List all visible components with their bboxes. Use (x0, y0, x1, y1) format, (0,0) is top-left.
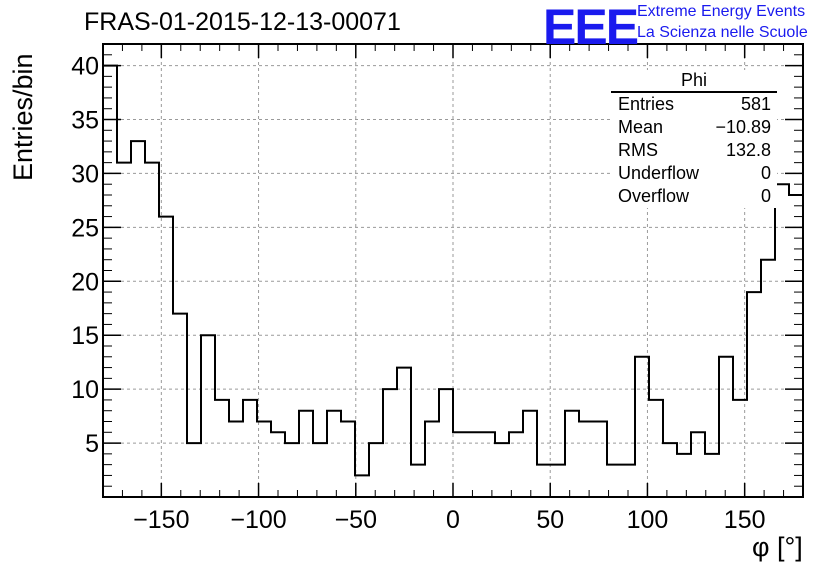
histogram-bin (481, 432, 495, 497)
eee-logo: EEE (543, 0, 639, 55)
grid-lines (103, 44, 803, 497)
stats-row-entries: Entries 581 (611, 93, 777, 116)
histogram-bin (565, 411, 579, 497)
histogram-bin (341, 422, 355, 498)
histogram-bin (775, 184, 789, 497)
stats-label: Entries (618, 94, 675, 114)
y-tick-label: 15 (71, 322, 99, 350)
x-tick-label: 100 (627, 506, 669, 534)
histogram-bin (271, 432, 285, 497)
y-tick-label: 20 (71, 268, 99, 296)
histogram-bin (411, 465, 425, 497)
histogram-bin (355, 475, 369, 497)
histogram-bin (131, 141, 145, 497)
stats-value: 0 (760, 163, 771, 183)
histogram-outline (102, 64, 804, 497)
histogram-bin (719, 357, 733, 497)
histogram-bin (397, 368, 411, 497)
histogram-bin (467, 432, 481, 497)
histogram-bin (691, 432, 705, 497)
y-tick-label: 10 (71, 376, 99, 404)
histogram-bin (439, 389, 453, 497)
y-tick-label: 25 (71, 214, 99, 242)
histogram-bin (509, 432, 523, 497)
stats-value: 0 (760, 186, 771, 206)
histogram-bin (187, 443, 201, 497)
stats-label: Underflow (618, 163, 700, 183)
histogram-bin (537, 465, 551, 497)
histogram-bin (201, 335, 215, 497)
histogram-bin (551, 465, 565, 497)
logo-line-1: Extreme Energy Events (637, 3, 806, 20)
histogram-bin (369, 443, 383, 497)
histogram-bin (747, 292, 761, 497)
stats-row-underflow: Underflow 0 (611, 162, 777, 185)
y-tick-label: 5 (85, 430, 99, 458)
histogram-bin (663, 443, 677, 497)
y-tick-label: 30 (71, 160, 99, 188)
x-tick-label: −100 (230, 506, 286, 534)
histogram-bin (173, 314, 187, 497)
histogram-bin (313, 443, 327, 497)
x-tick-label: −50 (335, 506, 377, 534)
stats-box: Phi Entries 581 Mean −10.89 RMS 132.8 Un… (611, 70, 777, 208)
logo-line-2: La Scienza nelle Scuole (637, 24, 808, 41)
stats-label: Mean (618, 117, 664, 137)
x-tick-label: 150 (724, 506, 766, 534)
histogram-bin (159, 217, 173, 497)
stats-value: 581 (740, 94, 771, 114)
y-axis-label: Entries/bin (8, 53, 38, 181)
histogram-bin (677, 454, 691, 497)
histogram-bin (299, 411, 313, 497)
histogram-bin (453, 432, 467, 497)
stats-value: 132.8 (725, 140, 771, 160)
histogram-bin (383, 389, 397, 497)
histogram-bin (593, 422, 607, 498)
stats-value: −10.89 (715, 117, 771, 137)
y-tick-label: 40 (71, 53, 99, 81)
stats-row-rms: RMS 132.8 (611, 139, 777, 162)
histogram-bin (495, 443, 509, 497)
histogram-bin (635, 357, 649, 497)
axis-ticks (103, 44, 803, 497)
x-tick-label: 0 (446, 506, 460, 534)
stats-label: RMS (618, 140, 658, 160)
histogram-bin (523, 411, 537, 497)
y-tick-label: 35 (71, 107, 99, 135)
histogram-bin (215, 400, 229, 497)
x-tick-label: 50 (536, 506, 564, 534)
histogram-bin (229, 422, 243, 498)
histogram-bin (285, 443, 299, 497)
histogram-bin (145, 163, 159, 497)
histogram-bin (117, 163, 131, 497)
histogram-bin (425, 422, 439, 498)
histogram-bin (733, 400, 747, 497)
histogram-bin (649, 400, 663, 497)
stats-row-overflow: Overflow 0 (611, 185, 777, 208)
histogram-bin (579, 422, 593, 498)
x-axis-label: φ [°] (752, 532, 803, 562)
histogram-bin (327, 411, 341, 497)
histogram-bin (761, 260, 775, 497)
stats-title: Phi (611, 70, 777, 93)
stats-label: Overflow (618, 186, 690, 206)
chart-title: FRAS-01-2015-12-13-00071 (84, 8, 401, 36)
x-tick-label: −150 (133, 506, 189, 534)
histogram-bin (607, 465, 621, 497)
axis-tick-labels: −150 −100 −50 0 50 100 150 5 10 15 20 25 30 35 40 (71, 53, 765, 534)
histogram-bin (243, 400, 257, 497)
stats-row-mean: Mean −10.89 (611, 116, 777, 139)
histogram-bin (705, 454, 719, 497)
